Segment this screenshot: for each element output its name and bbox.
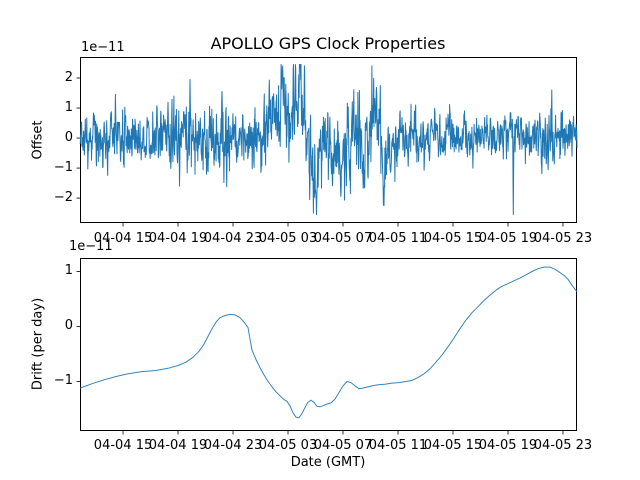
chart-title: APOLLO GPS Clock Properties xyxy=(210,34,446,53)
offset-series-line xyxy=(79,64,578,216)
drift-x-tick-label: 04-05 19 xyxy=(478,438,538,453)
offset-x-tick-label: 04-04 15 xyxy=(93,231,153,246)
drift-x-tick-label: 04-04 19 xyxy=(148,438,208,453)
drift-x-tick-label: 04-05 11 xyxy=(368,438,428,453)
offset-y-tick-label: 2 xyxy=(64,70,73,85)
offset-x-tick-label: 04-05 03 xyxy=(258,231,318,246)
top-offset-exponent-label: 1e−11 xyxy=(81,40,125,55)
x-axis-label: Date (GMT) xyxy=(290,455,366,470)
offset-y-tick-label: −1 xyxy=(53,160,73,176)
drift-x-tick-label: 04-04 15 xyxy=(93,438,153,453)
drift-plot-frame xyxy=(80,258,577,431)
drift-x-tick-label: 04-04 23 xyxy=(203,438,263,453)
offset-y-tick-label: −2 xyxy=(53,190,73,206)
drift-y-tick-label: 0 xyxy=(64,318,73,334)
offset-y-tick-label: 0 xyxy=(64,130,73,146)
offset-x-tick-label: 04-04 19 xyxy=(148,231,208,246)
bottom-offset-exponent-label: 1e−11 xyxy=(69,239,113,254)
offset-x-tick-label: 04-05 07 xyxy=(313,231,373,246)
offset-x-tick-label: 04-04 23 xyxy=(203,231,263,246)
drift-y-tick-label: −1 xyxy=(53,373,73,389)
offset-x-tick-label: 04-05 19 xyxy=(478,231,538,246)
drift-x-tick-label: 04-05 15 xyxy=(423,438,483,453)
drift-y-tick-label: 1 xyxy=(64,263,73,279)
offset-x-tick-label: 04-05 23 xyxy=(533,231,593,246)
drift-x-tick-label: 04-05 03 xyxy=(258,438,318,453)
drift-x-tick-label: 04-05 07 xyxy=(313,438,373,453)
drift-series-line xyxy=(79,266,578,419)
offset-y-tick-label: 1 xyxy=(64,100,73,116)
offset-x-tick-label: 04-05 15 xyxy=(423,231,483,246)
drift-x-tick-label: 04-05 23 xyxy=(533,438,593,453)
offset-x-tick-label: 04-05 11 xyxy=(368,231,428,246)
